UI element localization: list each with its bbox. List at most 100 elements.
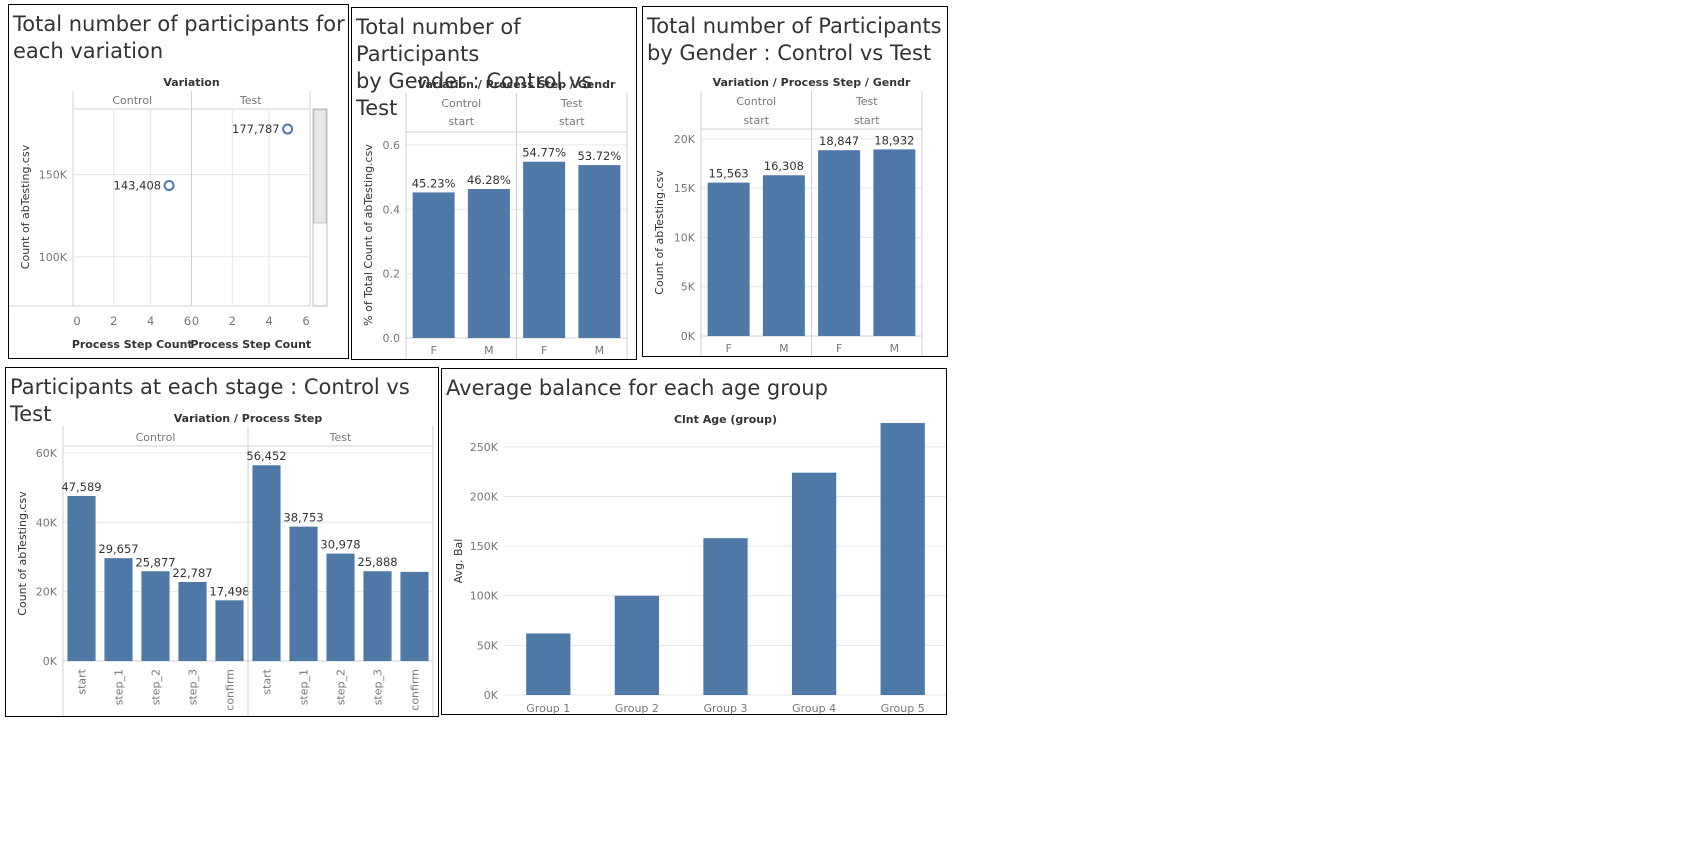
x-tick-label: Group 5	[881, 702, 925, 715]
y-axis-label: Count of abTesting.csv	[16, 491, 29, 616]
x-tick-label: start	[261, 668, 274, 694]
bar	[762, 175, 805, 336]
chart-title: Total number of Participants by Gender :…	[356, 15, 593, 120]
data-label: 16,308	[764, 159, 804, 173]
y-tick-label: 0.6	[383, 139, 401, 152]
bar	[326, 553, 355, 661]
bar	[141, 571, 170, 661]
x-tick-label: F	[725, 342, 731, 355]
data-label: 45.23%	[412, 176, 456, 190]
data-point	[282, 123, 294, 135]
header-label: Variation	[163, 76, 219, 89]
bar	[178, 581, 207, 661]
y-tick-label: 0K	[484, 689, 499, 702]
x-tick-label: Group 4	[792, 702, 836, 715]
data-label: 18,932	[874, 133, 914, 147]
bar	[467, 189, 510, 338]
data-label: 143,408	[114, 178, 162, 192]
participants-per-stage-chart: Variation / Process Step Count of abTesti…	[16, 412, 434, 716]
x-tick-label: start	[76, 668, 89, 694]
step-label: start	[854, 114, 880, 127]
y-tick-label: 10K	[674, 231, 696, 244]
data-label: 54.77%	[522, 146, 566, 160]
group-label: Test	[329, 431, 352, 444]
bar	[67, 495, 96, 661]
x-tick-label: F	[541, 344, 547, 357]
x-tick-label: M	[484, 344, 494, 357]
group-label: Control	[736, 95, 776, 108]
x-axis-label: Process Step Count	[190, 338, 311, 351]
y-tick-label: 20K	[674, 133, 696, 146]
step-label: start	[559, 115, 585, 128]
data-label: 56,452	[246, 449, 286, 463]
bar	[252, 465, 281, 661]
bar	[289, 526, 318, 661]
y-tick-label: 0.4	[383, 203, 401, 216]
y-tick-label: 0.2	[383, 268, 401, 281]
bar	[873, 149, 916, 336]
chart-panel-participants-per-stage: Participants at each stage : Control vs …	[5, 367, 439, 717]
data-label: 46.28%	[467, 173, 511, 187]
y-axis-label: Count of abTesting.csv	[653, 170, 666, 295]
data-label: 15,563	[709, 167, 749, 181]
y-tick-label: 150K	[39, 169, 68, 182]
data-label: 25,877	[135, 555, 175, 569]
y-tick-label: 0K	[43, 655, 58, 668]
x-tick-label: 0	[73, 314, 80, 328]
bar	[578, 165, 621, 338]
chart-panel-average-balance: Average balance for each age group Clnt …	[441, 368, 947, 715]
x-tick-label: F	[430, 344, 436, 357]
x-tick-label: step_1	[113, 669, 126, 705]
bar	[614, 595, 660, 695]
bar	[412, 192, 455, 338]
x-tick-label: step_3	[372, 669, 385, 705]
group-label: Test	[560, 97, 583, 110]
y-tick-label: 150K	[470, 540, 499, 553]
data-label: 29,657	[98, 542, 138, 556]
header-label: Variation / Process Step / Gendr	[713, 76, 911, 89]
y-axis-label: Avg. Bal	[452, 539, 465, 584]
chart-title: Average balance for each age group	[446, 376, 828, 400]
bar	[400, 571, 429, 661]
data-label: 22,787	[172, 566, 212, 580]
x-tick-label: 6	[184, 314, 191, 328]
step-label: start	[743, 114, 769, 127]
x-tick-label: Group 1	[526, 702, 570, 715]
bar	[703, 538, 748, 695]
data-label: 177,787	[232, 122, 280, 136]
data-label: 18,847	[819, 134, 859, 148]
average-balance-chart: Clnt Age (group) Avg. Bal 0K 50K 100K 150K 200…	[452, 413, 946, 715]
y-tick-label: 0.0	[383, 332, 401, 345]
x-tick-label: Group 2	[615, 702, 659, 715]
gender-percent-chart: Variation / Process Step / Gendr % of Tot…	[362, 78, 628, 359]
step-label: start	[448, 115, 474, 128]
data-label: 17,498	[209, 584, 249, 598]
x-tick-label: confirm	[409, 669, 422, 711]
y-tick-label: 40K	[36, 516, 58, 529]
scrollbar-thumb	[313, 109, 327, 224]
y-tick-label: 5K	[681, 281, 696, 294]
x-tick-label: step_1	[298, 669, 311, 705]
chart-title: Total number of Participants by Gender :…	[647, 14, 942, 65]
data-label: 38,753	[283, 511, 323, 525]
x-tick-label: M	[779, 342, 789, 355]
data-label: 53.72%	[577, 149, 621, 163]
y-tick-label: 100K	[39, 251, 68, 264]
bar	[523, 161, 566, 338]
chart-panel-participants-per-variation: Total number of participants for each va…	[8, 4, 349, 359]
bar	[818, 150, 861, 336]
pane-label: Control	[112, 94, 152, 107]
y-tick-label: 50K	[477, 639, 499, 652]
y-tick-label: 250K	[470, 441, 499, 454]
x-tick-label: 6	[302, 314, 309, 328]
x-tick-label: 4	[147, 314, 154, 328]
chart-title: Total number of participants for each va…	[13, 12, 345, 63]
bar	[791, 472, 837, 695]
x-tick-label: Group 3	[704, 702, 748, 715]
y-tick-label: 60K	[36, 447, 58, 460]
data-label: 25,888	[357, 555, 397, 569]
group-label: Control	[136, 431, 176, 444]
x-tick-label: 0	[192, 314, 199, 328]
x-tick-label: F	[836, 342, 842, 355]
participants-per-variation-chart: Variation Count of abTesting.csv 100K 150K C…	[9, 76, 328, 351]
